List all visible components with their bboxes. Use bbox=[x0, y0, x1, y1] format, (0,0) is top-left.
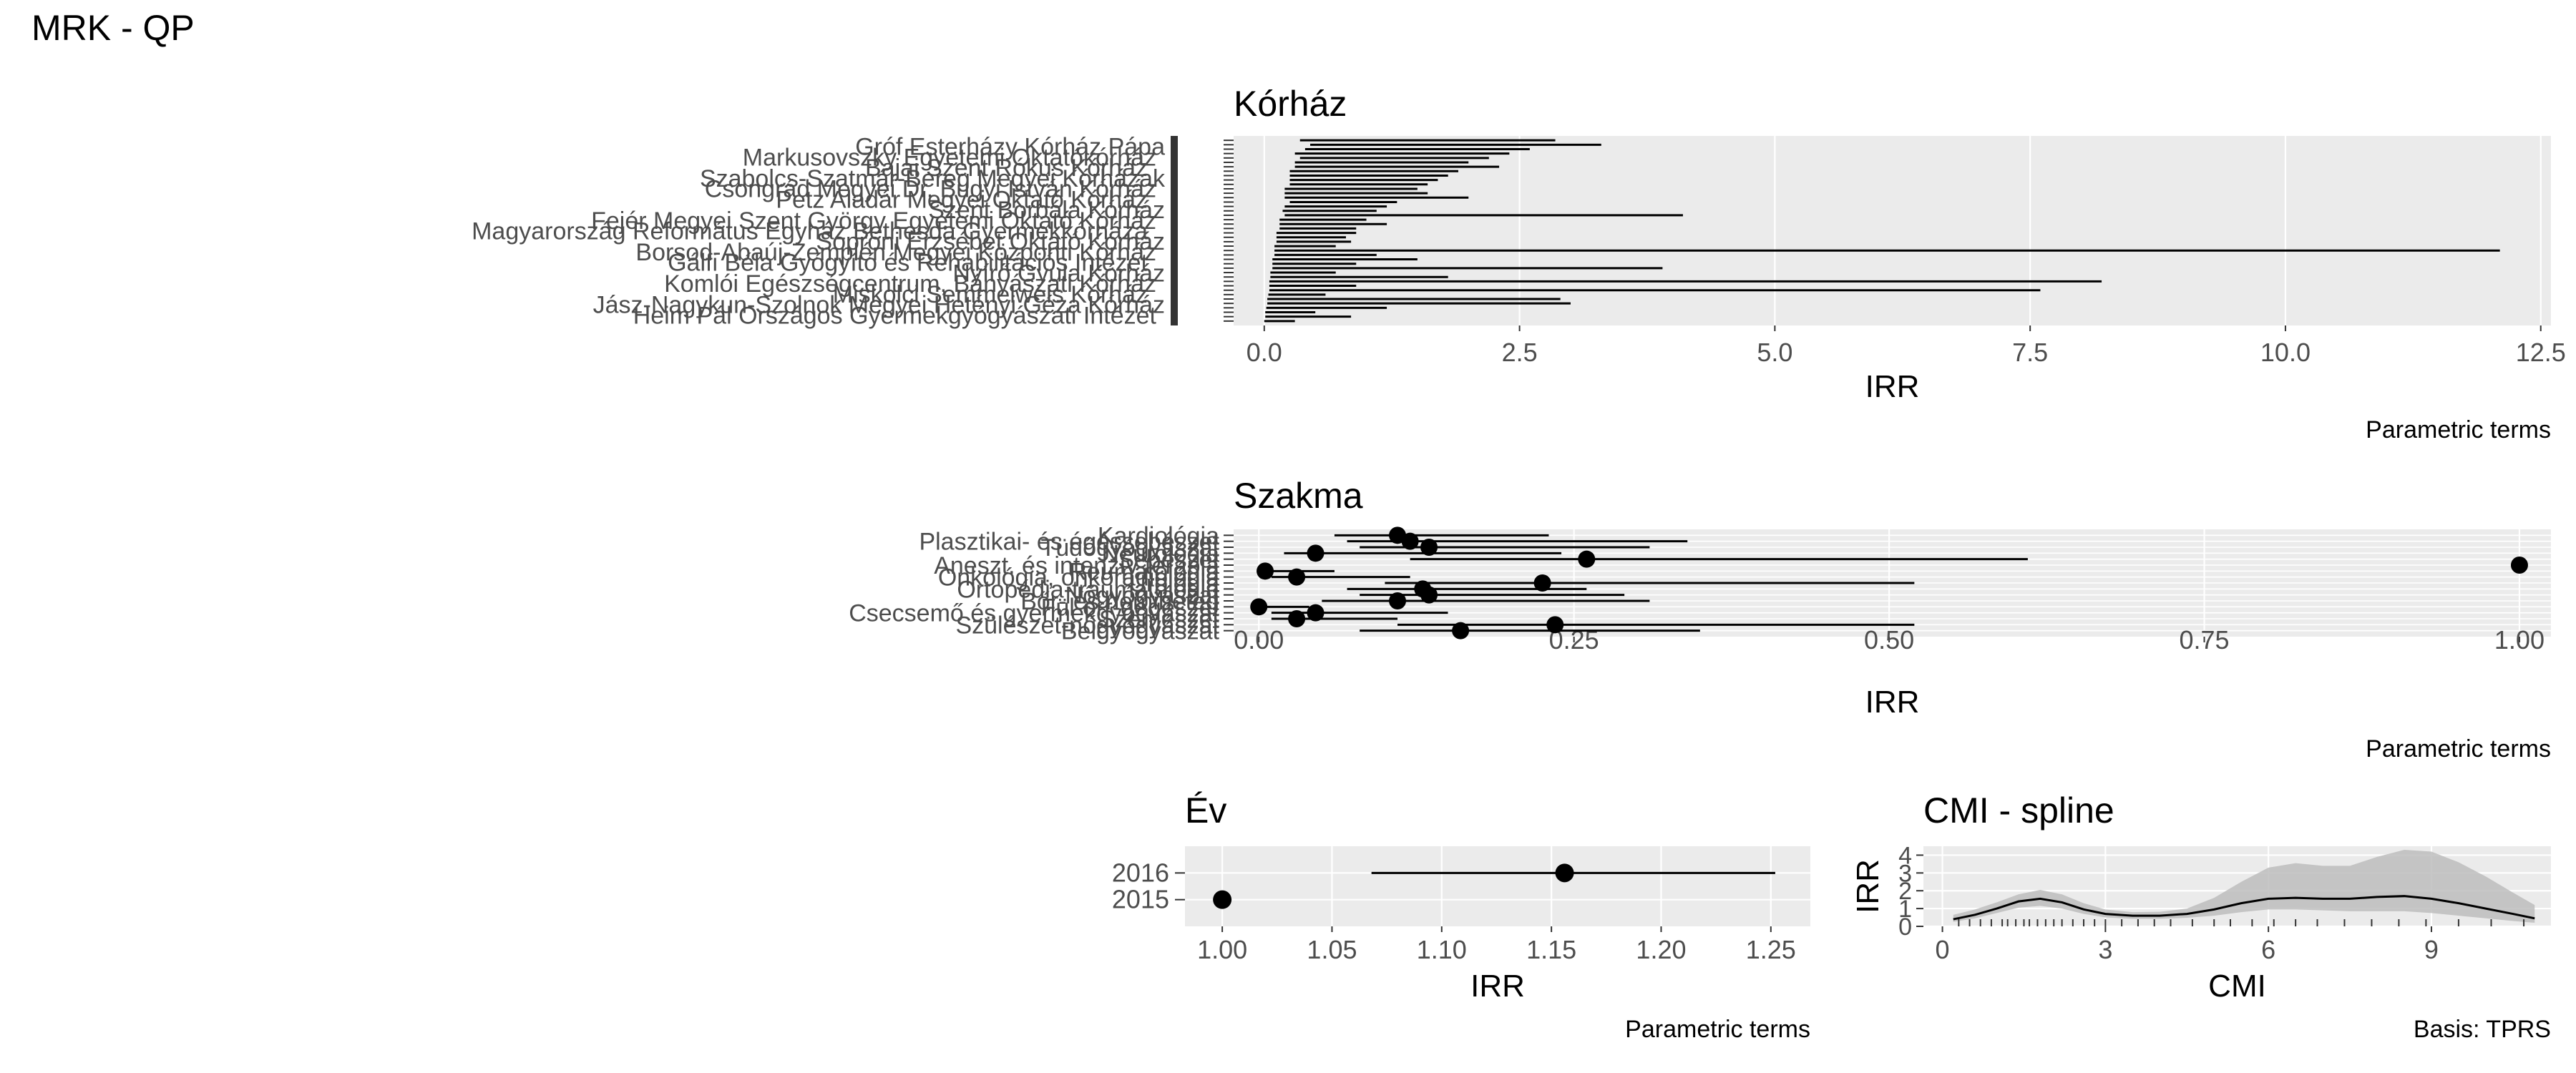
year-tick-label: 2015 bbox=[1112, 885, 1169, 914]
hospital-tick-label: Heim Pál Országos Gyermekgyógyászati Int… bbox=[633, 302, 1157, 329]
specialty-point-estimate bbox=[1288, 568, 1306, 586]
x-tick-label: 0.00 bbox=[1234, 625, 1284, 655]
specialty-point-estimate bbox=[1452, 622, 1470, 640]
x-axis-label: IRR bbox=[1865, 685, 1920, 720]
year-point-estimate bbox=[1555, 863, 1574, 883]
hospital-tick-label: Petz Aladár Megyei Oktató Kórház bbox=[776, 186, 1148, 213]
x-tick-label: 5.0 bbox=[1757, 338, 1792, 367]
x-tick-label: 1.05 bbox=[1307, 935, 1357, 964]
specialty-point-estimate bbox=[1389, 592, 1407, 609]
specialty-tick-label: Csecsemő és gyermekgyógyászat bbox=[849, 600, 1219, 627]
specialty-tick-label: Onkológia, onkoradiológia bbox=[938, 564, 1219, 592]
x-tick-label: 7.5 bbox=[2012, 338, 2048, 367]
specialty-tick-label: Tüdőgyógyászat bbox=[1041, 534, 1220, 562]
x-tick-label: 1.20 bbox=[1636, 935, 1686, 964]
specialty-point-estimate bbox=[1533, 574, 1551, 592]
specialty-tick-label: Szülészet-nőgyógyászat bbox=[955, 612, 1219, 639]
specialty-point-estimate bbox=[1420, 586, 1438, 604]
specialty-tick-label: Neurológia bbox=[1102, 540, 1220, 567]
x-tick-label: 2.5 bbox=[1502, 338, 1538, 367]
hospital-tick-label: Nyírő Gyula Kórház bbox=[952, 260, 1165, 287]
hospital-tick-label: Markusovszky Egyetemi Oktatókórház bbox=[743, 144, 1156, 171]
page-title: MRK - QP bbox=[31, 8, 195, 48]
panel-background bbox=[1234, 136, 2551, 325]
x-tick-label: 0.50 bbox=[1864, 625, 1914, 655]
specialty-tick-label: Fül-orr-gégészet bbox=[1041, 594, 1220, 621]
specialty-point-estimate bbox=[1546, 616, 1564, 634]
x-axis-label: CMI bbox=[2208, 969, 2266, 1004]
hospital-tick-label: Jász-Nagykun-Szolnok Megyei Hetényi Géza… bbox=[593, 292, 1165, 319]
x-tick-label: 1.00 bbox=[1197, 935, 1247, 964]
year-point-estimate bbox=[1213, 890, 1232, 909]
specialty-point-estimate bbox=[1307, 604, 1324, 622]
x-axis-label: IRR bbox=[1470, 969, 1525, 1004]
specialty-tick-label: Nőgyógyászat bbox=[1065, 582, 1220, 609]
specialty-point-estimate bbox=[1288, 610, 1306, 627]
x-tick-label: 12.5 bbox=[2516, 338, 2566, 367]
x-tick-label: 0.0 bbox=[1246, 338, 1282, 367]
y-tick-label: 0 bbox=[1898, 913, 1912, 941]
hospital-tick-label: Bajai Szent Rókus Kórház bbox=[865, 155, 1148, 182]
y-tick-label: 4 bbox=[1898, 842, 1912, 869]
panel-title: CMI - spline bbox=[1923, 790, 2114, 831]
specialty-tick-label: Bőr- és nemibeteg bbox=[1020, 588, 1219, 615]
x-tick-label: 1.25 bbox=[1746, 935, 1796, 964]
hospital-tick-label: Borsod-Abaúj-Zemplén Megyei Központi Kór… bbox=[635, 239, 1156, 266]
hospital-tick-label: Fejér Megyei Szent György Egyetemi Oktat… bbox=[591, 207, 1156, 235]
specialty-tick-label: Ortopédia-traumatológia bbox=[957, 576, 1219, 603]
panel-title: Kórház bbox=[1234, 84, 1347, 124]
x-axis-label: IRR bbox=[1865, 369, 1920, 404]
specialty-tick-label: Urológia bbox=[1128, 570, 1219, 597]
x-tick-label: 6 bbox=[2261, 935, 2275, 964]
spline-confidence-ribbon bbox=[1953, 849, 2535, 923]
y-axis-label: IRR bbox=[1850, 859, 1885, 913]
y-tick-label: 1 bbox=[1898, 896, 1912, 923]
specialty-tick-label: Belgyógyászat bbox=[1061, 618, 1220, 645]
hospital-tick-label: Csongrád Megyei Dr. Bugyi István Kórház bbox=[705, 176, 1156, 203]
x-tick-label: 9 bbox=[2424, 935, 2439, 964]
x-tick-label: 1.15 bbox=[1526, 935, 1576, 964]
spline-fit-line bbox=[1953, 895, 2535, 921]
panel-caption: Parametric terms bbox=[2366, 735, 2551, 763]
panel-caption: Parametric terms bbox=[2366, 416, 2551, 444]
x-tick-label: 10.0 bbox=[2260, 338, 2311, 367]
panel-title: Szakma bbox=[1234, 476, 1363, 516]
specialty-tick-label: Kardiológia bbox=[1098, 522, 1219, 549]
x-tick-label: 1.00 bbox=[2494, 625, 2545, 655]
x-tick-label: 3 bbox=[2098, 935, 2112, 964]
x-tick-label: 0.75 bbox=[2179, 625, 2229, 655]
y-tick-label: 2 bbox=[1898, 878, 1912, 905]
y-tick-label: 3 bbox=[1898, 860, 1912, 887]
hospital-tick-label: Soproni Erzsébet Oktató Kórház bbox=[816, 228, 1165, 255]
x-tick-label: 1.10 bbox=[1417, 935, 1467, 964]
specialty-point-estimate bbox=[1257, 562, 1274, 580]
specialty-tick-label: Szemészet bbox=[1099, 606, 1220, 633]
hospital-tick-label: Komlói Egészségcentrum, Bányászati Kórhá… bbox=[664, 270, 1156, 298]
hospital-tick-label: Szabolcs-Szatmár-Bereg Megyei Kórházak bbox=[700, 165, 1166, 192]
panel-background bbox=[1185, 846, 1810, 926]
hospital-tick-label: Gálfi Béla Gyógyító és Rehabilitációs In… bbox=[668, 250, 1148, 277]
specialty-tick-label: Reumatológia bbox=[1069, 558, 1219, 585]
hospital-tick-label: Szent Borbála Kórház bbox=[928, 197, 1165, 224]
specialty-point-estimate bbox=[1420, 539, 1438, 556]
x-tick-label: 0 bbox=[1936, 935, 1950, 964]
panel-title: Év bbox=[1185, 790, 1226, 831]
specialty-tick-label: Sebészet bbox=[1118, 547, 1219, 574]
panel-caption: Parametric terms bbox=[1625, 1016, 1810, 1043]
panel-caption: Basis: TPRS bbox=[2414, 1016, 2551, 1043]
specialty-point-estimate bbox=[1578, 550, 1596, 568]
specialty-point-estimate bbox=[1250, 598, 1268, 616]
specialty-tick-label: Aneszt. és intenzív terápia bbox=[934, 552, 1219, 579]
specialty-point-estimate bbox=[1307, 544, 1324, 562]
hospital-tick-label: Magyarország Református Egyház Bethesda … bbox=[472, 218, 1148, 245]
year-tick-label: 2016 bbox=[1112, 858, 1169, 887]
specialty-point-estimate bbox=[2510, 557, 2528, 574]
specialty-point-estimate bbox=[1401, 532, 1419, 550]
hospital-tick-label: Gróf Esterházy Kórház Pápa bbox=[855, 134, 1165, 161]
specialty-tick-label: Plasztikai- és égéssebészet bbox=[919, 529, 1219, 556]
y-axis-tick-band bbox=[1171, 136, 1178, 325]
hospital-tick-label: Miskolci Semmelweis Kórház bbox=[833, 281, 1148, 308]
